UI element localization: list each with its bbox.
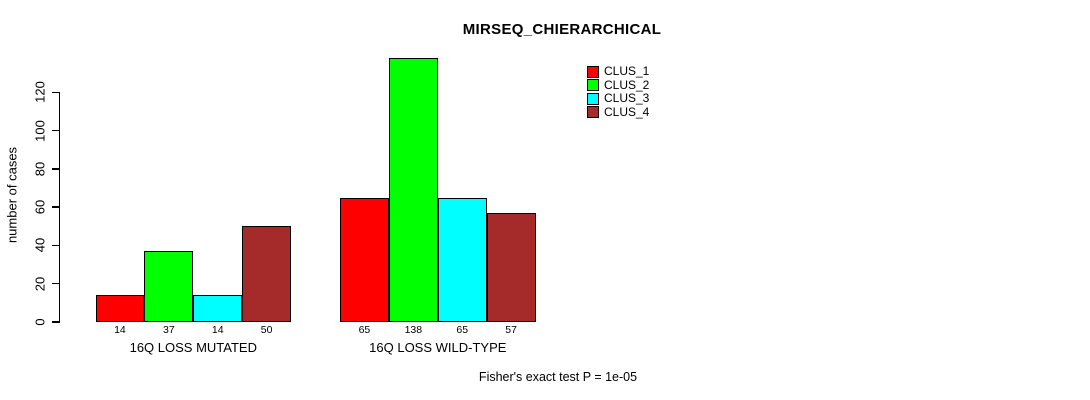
legend: CLUS_1 CLUS_2 CLUS_3 CLUS_4: [587, 65, 649, 119]
bar-value-label: 50: [260, 324, 273, 336]
bar-clus_2-2: [388, 58, 438, 322]
legend-label: CLUS_2: [604, 77, 650, 92]
y-axis-tick-label: 60: [32, 199, 48, 215]
chart-title: MIRSEQ_CHIERARCHICAL: [462, 21, 662, 38]
bar-value-label: 57: [505, 324, 517, 336]
legend-row-clus_3: CLUS_3: [587, 92, 649, 105]
bar-value-label: 14: [211, 324, 224, 336]
legend-swatch-icon: [587, 92, 599, 105]
y-axis-line: [58, 92, 60, 324]
bar-value-label: 37: [162, 324, 175, 336]
bar-clus_3-2: [437, 197, 487, 322]
y-axis-tick-label: 100: [32, 119, 48, 142]
legend-row-clus_2: CLUS_2: [587, 77, 650, 92]
legend-label: CLUS_1: [604, 64, 650, 78]
legend-row-clus_4: CLUS_4: [587, 104, 650, 119]
bar-value-label: 65: [456, 324, 469, 336]
legend-swatch-icon: [587, 79, 599, 91]
y-axis-tick: [51, 129, 59, 132]
legend-swatch-icon: [587, 106, 599, 118]
y-axis-tick: [51, 282, 59, 285]
y-axis-tick-label: 40: [32, 238, 48, 253]
bar-clus_4-1: [242, 226, 292, 322]
legend-swatch-icon: [587, 65, 599, 78]
bar-clus_3-1: [193, 295, 243, 322]
y-axis-tick-label: 20: [32, 276, 48, 291]
y-axis-tick: [51, 91, 59, 94]
bar-clus_2-1: [144, 251, 194, 322]
bar-clus_4-2: [486, 212, 536, 322]
category-label: 16Q LOSS WILD-TYPE: [369, 340, 507, 355]
bar-clus_1-2: [340, 197, 389, 322]
y-axis-tick-label: 80: [32, 161, 48, 177]
bar-value-label: 65: [358, 324, 371, 336]
y-axis-tick: [51, 206, 59, 208]
annotation-fishers-test: Fisher's exact test P = 1e-05: [478, 370, 638, 384]
y-axis-tick: [51, 244, 59, 247]
y-axis-tick: [51, 168, 59, 170]
bar-value-label: 138: [404, 324, 423, 336]
legend-label: CLUS_4: [604, 104, 650, 119]
legend-row-clus_1: CLUS_1: [587, 65, 649, 78]
y-axis-tick: [51, 321, 59, 323]
y-axis-label: number of cases: [4, 146, 20, 244]
y-axis-tick-label: 0: [32, 318, 48, 326]
bar-clus_1-1: [95, 295, 145, 322]
legend-label: CLUS_3: [604, 91, 650, 105]
category-label: 16Q LOSS MUTATED: [129, 340, 257, 355]
y-axis-tick-label: 120: [32, 81, 48, 104]
bar-value-label: 14: [114, 324, 126, 336]
